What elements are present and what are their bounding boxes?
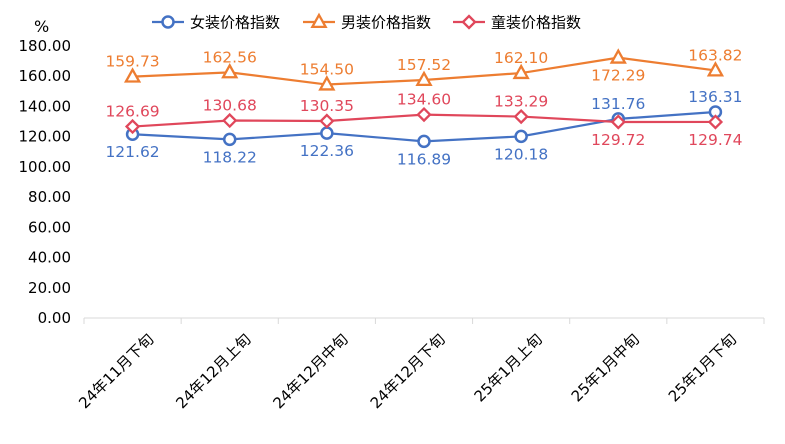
data-labels: 121.62 118.22 122.36 116.89 120.18 131.76 136.… <box>105 46 742 168</box>
data-point <box>319 113 335 129</box>
x-tick-label: 25年1月下旬 <box>665 330 740 405</box>
y-tick-label: 160.00 <box>19 67 72 85</box>
data-label: 136.31 <box>688 88 742 106</box>
y-tick-label: 20.00 <box>28 279 71 297</box>
series-3 <box>124 106 724 135</box>
y-tick-label: 80.00 <box>28 188 71 206</box>
data-label: 159.73 <box>105 53 159 71</box>
data-point <box>706 61 725 77</box>
series-layer <box>123 48 725 149</box>
y-tick-label: 180.00 <box>19 37 72 55</box>
data-point <box>416 106 432 123</box>
x-tick-label: 24年12月下旬 <box>367 330 449 412</box>
y-tick-label: 40.00 <box>28 249 71 267</box>
legend-label: 男装价格指数 <box>341 14 431 32</box>
data-label: 122.36 <box>300 142 354 160</box>
x-tick-label: 24年12月中旬 <box>270 330 352 412</box>
data-label: 118.22 <box>203 148 257 166</box>
data-label: 172.29 <box>591 67 645 85</box>
data-point <box>123 67 142 83</box>
x-tick-label: 25年1月中旬 <box>568 330 643 405</box>
x-tick-label: 24年11月下旬 <box>75 330 157 412</box>
legend-marker <box>461 14 477 30</box>
y-tick-label: 60.00 <box>28 218 71 236</box>
data-point <box>707 114 724 130</box>
data-label: 162.10 <box>494 49 548 67</box>
data-label: 116.89 <box>397 150 451 168</box>
data-point <box>415 70 433 87</box>
legend-entry: 童装价格指数 <box>453 14 581 32</box>
y-tick-label: 100.00 <box>19 158 72 176</box>
data-label: 133.29 <box>494 93 548 111</box>
y-axis-unit: % <box>34 17 49 36</box>
legend-marker <box>310 12 328 29</box>
data-point <box>514 129 528 144</box>
y-tick-label: 140.00 <box>19 97 72 115</box>
data-point <box>221 62 239 79</box>
data-point <box>124 118 141 135</box>
data-label: 121.62 <box>105 143 159 161</box>
data-point <box>222 132 237 147</box>
data-point <box>609 48 627 64</box>
data-label: 131.76 <box>591 95 645 113</box>
legend-entry: 女装价格指数 <box>152 14 280 32</box>
data-label: 157.52 <box>397 56 451 74</box>
y-axis-tick-labels: 0.00 20.00 40.00 60.00 80.00 100.00 120.00 140.… <box>19 37 72 327</box>
data-label: 130.68 <box>203 97 257 115</box>
data-point <box>512 63 530 80</box>
data-label: 130.35 <box>300 97 354 115</box>
data-point <box>610 114 626 130</box>
legend-entry: 男装价格指数 <box>303 12 431 32</box>
data-label: 162.56 <box>203 48 257 66</box>
data-point <box>417 134 431 149</box>
data-point <box>222 112 238 129</box>
data-label: 154.50 <box>300 61 354 79</box>
series-2 <box>123 48 725 91</box>
data-point <box>513 108 529 125</box>
data-label: 129.72 <box>591 131 645 149</box>
legend-label: 童装价格指数 <box>491 14 581 32</box>
legend-label: 女装价格指数 <box>190 14 280 32</box>
x-axis-tick-labels: 24年11月下旬 24年12月上旬 24年12月中旬 24年12月下旬 25年1月上旬 2… <box>75 330 740 412</box>
axes <box>83 317 765 324</box>
data-point <box>318 75 336 91</box>
x-tick-label: 24年12月上旬 <box>172 330 254 412</box>
data-label: 163.82 <box>688 46 742 64</box>
data-point <box>320 126 334 140</box>
legend-marker <box>161 15 175 29</box>
data-label: 134.60 <box>397 91 451 109</box>
data-label: 129.74 <box>688 131 742 149</box>
data-label: 120.18 <box>494 145 548 163</box>
legend: 女装价格指数 男装价格指数 童装价格指数 <box>152 12 581 32</box>
x-tick-label: 25年1月上旬 <box>471 330 546 405</box>
y-tick-label: 0.00 <box>38 309 71 327</box>
data-label: 126.69 <box>105 103 159 121</box>
y-tick-label: 120.00 <box>19 128 72 146</box>
